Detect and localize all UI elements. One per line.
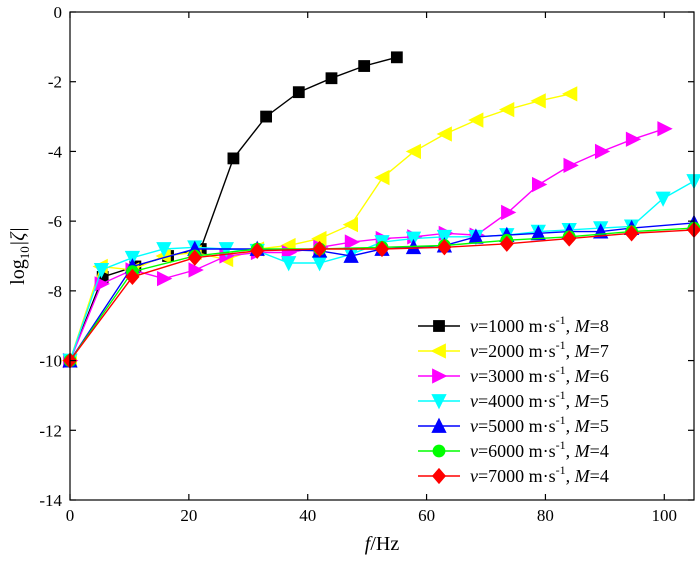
axes: 0 20 40 60 80 100 0 -2 -4 -6 -8 -10 -12 -14 f/Hz log10|… [7,3,695,555]
data-point [563,157,579,174]
data-point [405,143,421,160]
data-point [188,262,204,278]
data-point [250,242,265,259]
series-4 [62,174,700,369]
data-point [374,240,390,258]
data-point [436,126,452,142]
data-point [594,143,611,160]
legend-label: v=4000 m·s-1, M=5 [470,388,609,411]
data-point [655,191,671,207]
data-point [530,224,546,241]
legend: v=1000 m·s-1, M=8v=2000 m·s-1, M=7v=3000… [418,313,609,486]
data-point [437,239,452,256]
data-point [562,230,577,247]
series-7 [62,221,700,369]
legend-entry: v=7000 m·s-1, M=4 [418,463,609,486]
data-point [390,51,403,64]
data-point [625,131,642,147]
y-tick-label: -8 [48,282,62,301]
x-axis-label-unit: /Hz [370,533,399,555]
data-point [358,60,371,72]
y-axis-label-log: log [7,259,29,285]
series-1 [64,51,403,367]
data-point [325,72,338,85]
data-point [499,235,514,252]
data-point [530,93,546,109]
legend-label: v=3000 m·s-1, M=6 [470,363,609,386]
y-tick-label: -4 [48,142,63,161]
data-point [125,268,140,286]
data-point [498,101,515,118]
x-tick-label: 0 [66,506,75,525]
legend-swatch-marker [432,368,448,384]
y-axis-label-zeta: |ζ| [7,227,29,246]
legend-label: v=2000 m·s-1, M=7 [470,338,609,361]
y-tick-label: -12 [39,421,62,440]
legend-entry: v=5000 m·s-1, M=5 [418,413,609,436]
data-point [531,176,548,193]
data-point [227,152,240,165]
data-point [468,112,484,128]
data-point [501,204,517,221]
legend-swatch-marker [431,394,447,410]
legend-swatch-marker [433,320,445,332]
legend-entry: v=6000 m·s-1, M=4 [418,438,609,461]
x-tick-label: 20 [180,506,197,525]
legend-entry: v=2000 m·s-1, M=7 [418,338,609,361]
data-point [156,271,173,287]
data-point [657,121,673,137]
data-point [281,256,297,272]
y-tick-label: 0 [54,3,63,22]
x-tick-label: 60 [418,506,435,525]
data-point [342,216,358,233]
x-tick-label: 100 [652,506,678,525]
data-point [156,242,172,258]
x-axis-label-var: f [365,533,373,555]
plot-frame [69,11,695,501]
data-point [561,86,578,102]
legend-label: v=7000 m·s-1, M=4 [470,463,609,486]
legend-label: v=6000 m·s-1, M=4 [470,438,609,461]
data-point [343,247,359,263]
data-point [292,86,305,99]
data-point [93,263,110,279]
x-axis-label: f/Hz [365,533,400,555]
legend-entry: v=3000 m·s-1, M=6 [418,363,609,386]
legend-swatch-marker [430,343,446,359]
legend-entry: v=4000 m·s-1, M=5 [418,388,609,411]
legend-entry: v=1000 m·s-1, M=8 [418,313,609,336]
series-line [69,56,398,361]
data-point [187,249,202,266]
y-axis-label-sub: 10 [17,246,32,259]
legend-label: v=5000 m·s-1, M=5 [470,413,609,436]
legend-label: v=1000 m·s-1, M=8 [470,313,609,336]
data-point [624,225,639,242]
x-tick-label: 80 [537,506,554,525]
legend-swatch-marker [431,417,447,433]
y-tick-label: -14 [39,491,62,510]
data-point [260,110,273,123]
legend-swatch-marker [432,444,446,458]
data-point [312,240,327,258]
y-tick-label: -2 [48,73,62,92]
data-point [374,169,390,186]
x-tick-label: 40 [299,506,316,525]
y-tick-label: -6 [48,212,62,231]
y-axis-label: log10|ζ| [7,227,32,285]
y-tick-label: -10 [39,352,62,371]
legend-swatch-marker [431,467,447,485]
data-point [344,234,361,250]
